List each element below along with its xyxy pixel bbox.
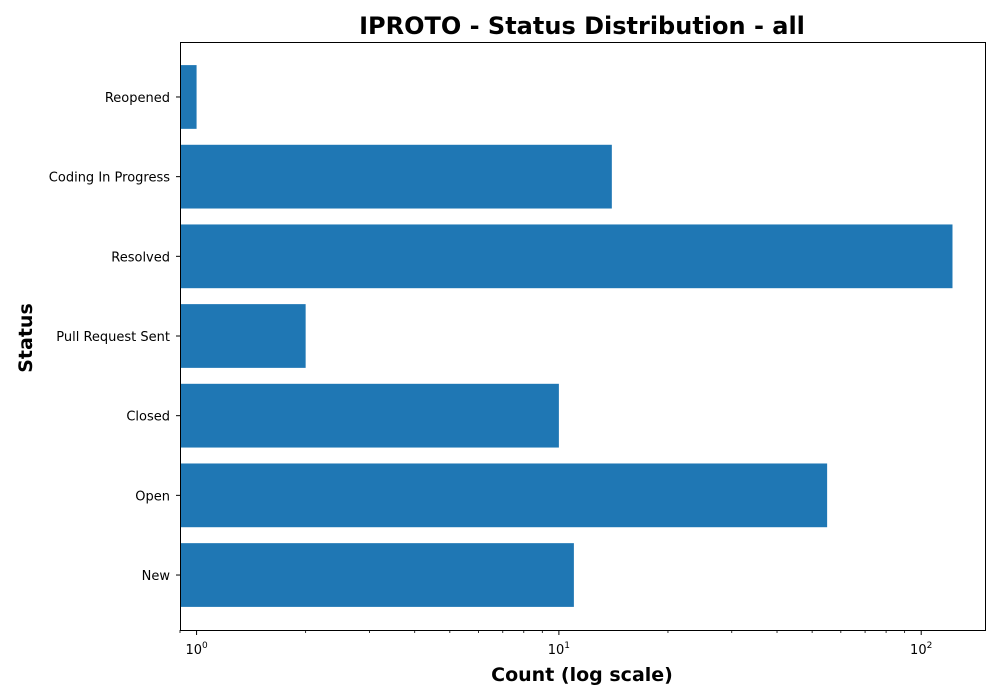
y-tick-label: Coding In Progress xyxy=(49,171,170,186)
y-tick-label: Closed xyxy=(126,410,170,425)
x-axis: 100 101 102 xyxy=(180,630,932,658)
x-axis-label: Count (log scale) xyxy=(491,664,673,686)
y-tick-label: Resolved xyxy=(111,250,170,265)
bar-open xyxy=(180,463,827,527)
bar-coding-in-progress xyxy=(180,145,612,209)
x-tick-label: 101 xyxy=(548,641,570,658)
bar-reopened xyxy=(180,65,197,129)
bar-closed xyxy=(180,384,559,448)
bar-resolved xyxy=(180,224,952,288)
bars-group xyxy=(180,65,952,607)
bar-new xyxy=(180,543,574,607)
y-tick-label: Reopened xyxy=(105,91,170,106)
chart-title: IPROTO - Status Distribution - all xyxy=(359,12,805,40)
y-tick-label: Pull Request Sent xyxy=(56,330,170,345)
y-axis-label: Status xyxy=(15,303,37,373)
x-tick-label: 100 xyxy=(185,641,208,658)
y-tick-label: New xyxy=(142,569,171,584)
y-axis: New Open Closed Pull Request Sent Resolved Co… xyxy=(49,91,180,584)
bar-pull-request-sent xyxy=(180,304,306,368)
x-tick-label: 102 xyxy=(910,641,932,658)
y-tick-label: Open xyxy=(135,489,170,504)
